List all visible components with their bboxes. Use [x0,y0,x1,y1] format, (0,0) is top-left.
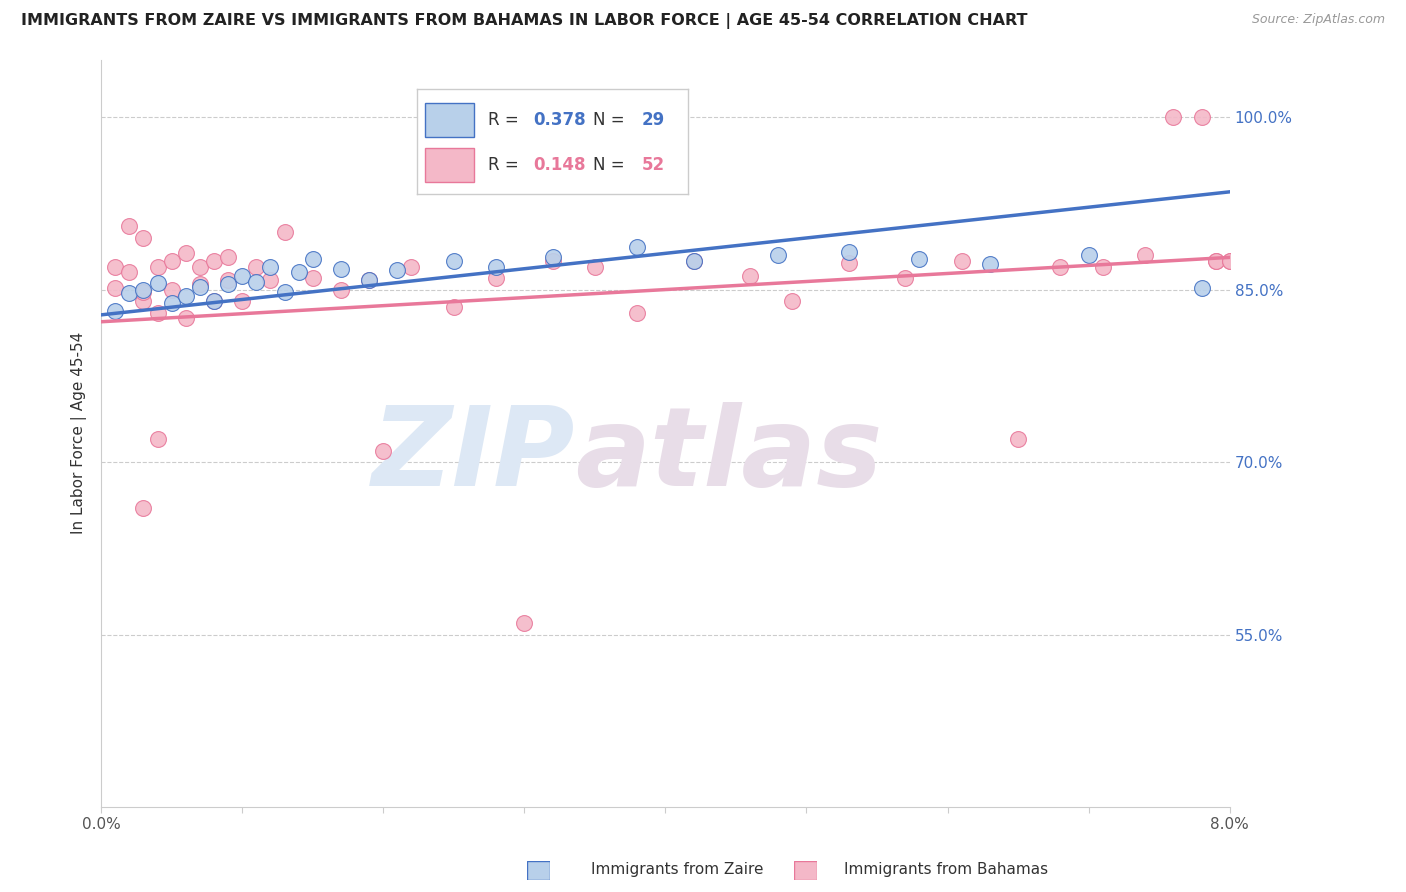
Point [174,289,197,303]
Point [301,252,323,266]
Point [838,244,860,259]
Point [188,280,211,294]
Point [160,296,183,310]
Point [231,268,253,283]
Point [160,283,183,297]
Point [188,277,211,291]
Point [104,260,127,274]
Point [359,273,381,287]
Point [1205,253,1227,268]
Point [1007,432,1029,446]
Point [950,253,973,268]
Point [202,294,225,309]
Point [146,305,169,319]
Point [541,253,564,268]
Point [1205,253,1227,268]
Point [387,263,409,277]
Text: Source: ZipAtlas.com: Source: ZipAtlas.com [1251,13,1385,27]
Text: atlas: atlas [575,402,883,509]
Point [513,615,536,630]
Point [146,276,169,290]
Point [329,283,352,297]
Point [1049,260,1071,274]
Point [626,240,648,254]
Point [1077,248,1099,262]
Point [104,281,127,295]
Point [259,273,281,287]
Point [1191,281,1213,295]
Point [541,251,564,265]
Point [174,311,197,326]
Point [908,252,931,266]
Point [245,260,267,274]
Point [259,260,281,274]
Point [768,248,790,262]
Point [104,304,127,318]
Point [118,265,141,279]
Point [132,283,155,297]
Point [782,294,804,309]
Point [132,294,155,309]
Point [838,256,860,270]
Point [146,432,169,446]
Point [202,253,225,268]
Point [273,225,295,239]
Point [485,271,508,285]
Point [485,260,508,274]
Point [245,275,267,289]
Y-axis label: In Labor Force | Age 45-54: In Labor Force | Age 45-54 [72,332,87,534]
Point [894,271,917,285]
Point [132,501,155,516]
Point [682,253,704,268]
Point [160,253,183,268]
Point [146,260,169,274]
Point [979,257,1001,271]
Point [329,261,352,276]
Point [202,294,225,309]
Point [373,443,395,458]
Point [682,253,704,268]
Point [1133,248,1156,262]
Point [1161,110,1184,124]
Point [1091,260,1114,274]
Point [273,285,295,299]
Point [217,251,239,265]
Point [626,305,648,319]
Point [359,273,381,287]
Point [217,273,239,287]
Point [118,285,141,300]
Point [583,260,606,274]
Point [1191,110,1213,124]
Text: Immigrants from Zaire: Immigrants from Zaire [591,863,763,877]
Point [217,277,239,291]
Point [118,219,141,234]
Point [132,231,155,245]
Text: IMMIGRANTS FROM ZAIRE VS IMMIGRANTS FROM BAHAMAS IN LABOR FORCE | AGE 45-54 CORR: IMMIGRANTS FROM ZAIRE VS IMMIGRANTS FROM… [21,13,1028,29]
Point [301,271,323,285]
Point [132,285,155,299]
Point [738,268,761,283]
Point [188,260,211,274]
Point [174,245,197,260]
Text: Immigrants from Bahamas: Immigrants from Bahamas [844,863,1047,877]
Point [401,260,423,274]
Point [1219,253,1241,268]
Point [231,294,253,309]
Text: ZIP: ZIP [371,402,575,509]
Point [1219,253,1241,268]
Point [443,300,465,314]
Point [443,253,465,268]
Point [287,265,309,279]
